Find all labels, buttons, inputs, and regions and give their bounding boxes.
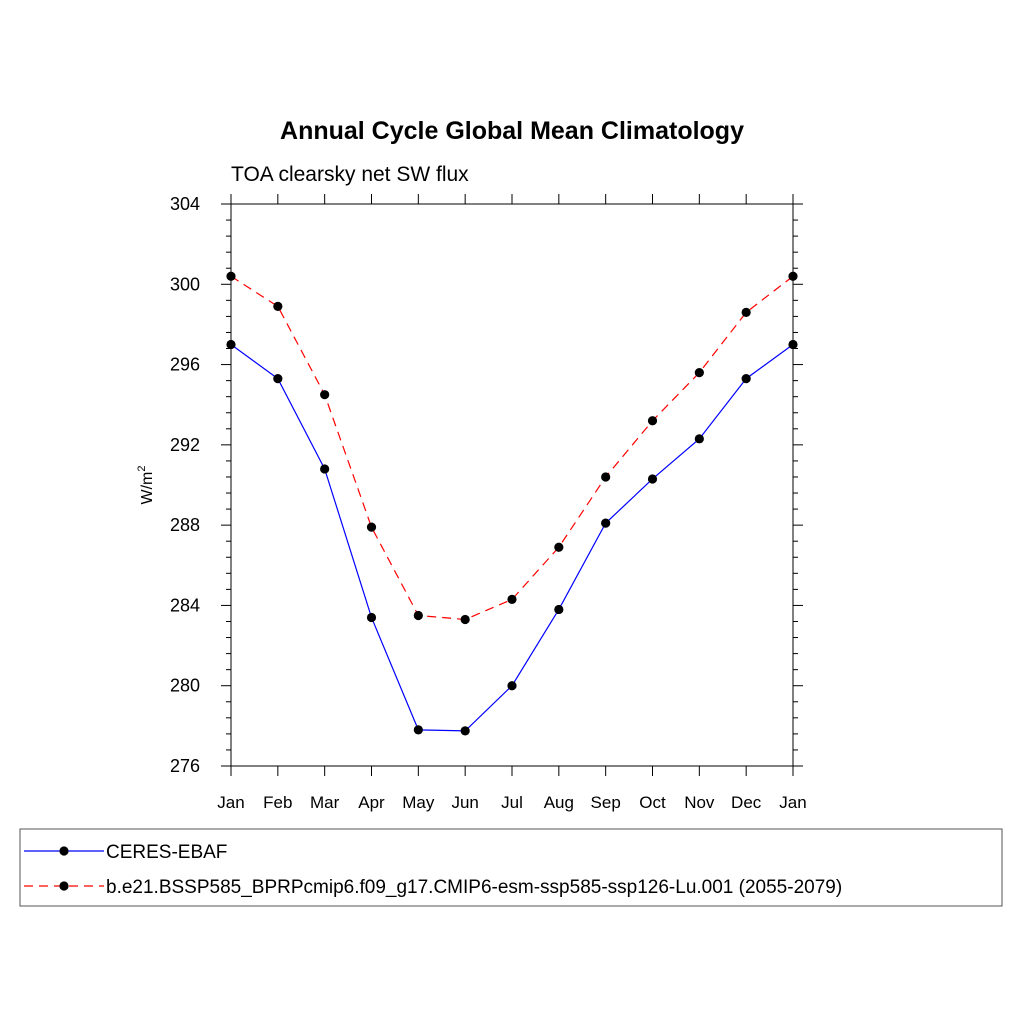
chart-subtitle: TOA clearsky net SW flux [231, 163, 469, 186]
axis-ticks [221, 194, 803, 776]
series-2-point [320, 390, 330, 400]
series-2-point [694, 368, 704, 378]
series-1-point [273, 374, 283, 384]
y-tick-label: 284 [170, 595, 200, 615]
legend-box [19, 828, 1003, 907]
chart-title: Annual Cycle Global Mean Climatology [280, 117, 744, 145]
series-layer [226, 271, 798, 736]
y-axis-label-unit: W/m [139, 472, 156, 505]
series-1-point [694, 434, 704, 444]
series-1-point [460, 726, 470, 736]
x-tick-label: Feb [263, 793, 292, 812]
x-tick-label: Dec [731, 793, 762, 812]
series-2-point [413, 610, 423, 621]
legend: CERES-EBAF b.e21.BSSP585_BPRPcmip6.f09_g1… [19, 828, 1003, 907]
y-tick-label: 280 [170, 676, 200, 696]
x-tick-label: Jan [217, 793, 244, 812]
y-tick-label: 304 [170, 194, 200, 214]
series-1-point [601, 518, 611, 528]
legend-label-2: b.e21.BSSP585_BPRPcmip6.f09_g17.CMIP6-es… [106, 877, 842, 898]
series-1-point [366, 612, 377, 623]
series-2-point [554, 542, 564, 552]
x-tick-label: Aug [544, 793, 574, 812]
series-line-1 [230, 344, 794, 732]
series-1-point [788, 339, 798, 350]
x-tick-label: Mar [310, 793, 340, 812]
legend-marker-2 [59, 881, 69, 891]
x-tick-label: Nov [684, 793, 715, 812]
y-tick-label: 300 [170, 274, 200, 294]
series-2-point [366, 522, 377, 532]
y-tick-labels: 276 280 284 288 292 296 300 304 [170, 194, 200, 776]
y-tick-label: 292 [170, 435, 200, 455]
series-2-point [507, 594, 517, 605]
series-1-point [741, 374, 751, 384]
x-tick-label: Apr [358, 793, 385, 812]
series-1-point [413, 725, 423, 735]
legend-marker-1 [59, 846, 69, 856]
series-2-point [273, 301, 283, 311]
x-tick-labels: Jan Feb Mar Apr May Jun Jul Aug Sep Oct Nov Dec Jan [217, 793, 806, 812]
x-tick-label: Jan [779, 793, 806, 812]
x-tick-label: May [402, 793, 435, 812]
series-1-point [554, 604, 564, 615]
series-2-point [741, 307, 751, 317]
series-2-point [647, 416, 658, 426]
series-2-point [460, 614, 470, 625]
y-tick-label: 276 [170, 756, 200, 776]
series-1-point [320, 464, 330, 474]
x-tick-label: Jul [501, 793, 523, 812]
y-tick-label: 288 [170, 515, 200, 535]
legend-label-1: CERES-EBAF [106, 842, 227, 863]
series-1-point [647, 474, 658, 484]
y-axis-label: W/m2 [136, 466, 156, 505]
series-1-point [507, 681, 517, 691]
x-tick-label: Oct [639, 793, 666, 812]
legend-items: CERES-EBAF b.e21.BSSP585_BPRPcmip6.f09_g1… [24, 842, 842, 898]
y-tick-label: 296 [170, 355, 200, 375]
x-tick-label: Jun [451, 793, 478, 812]
series-2-point [226, 271, 236, 281]
series-2-point [601, 472, 611, 482]
series-1-point [226, 339, 236, 350]
series-2-point [788, 271, 798, 281]
series-line-2 [230, 275, 794, 621]
y-axis-label-exponent: 2 [136, 466, 148, 472]
x-tick-label: Sep [591, 793, 621, 812]
